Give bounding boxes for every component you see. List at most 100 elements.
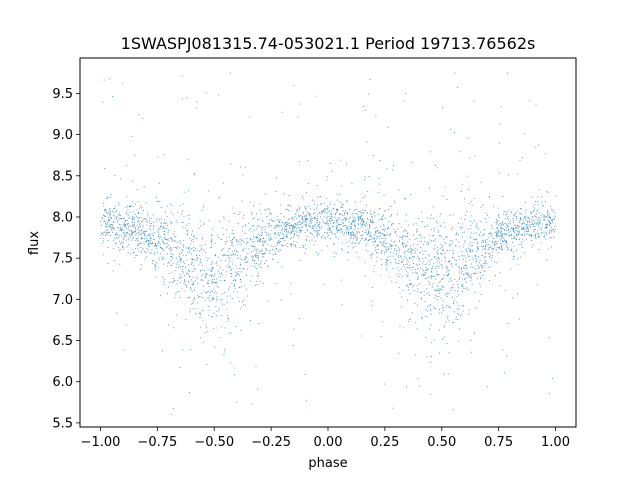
data-point bbox=[476, 241, 478, 243]
data-point bbox=[372, 221, 374, 223]
data-point bbox=[182, 246, 184, 248]
y-tick-label: 7.0 bbox=[52, 293, 73, 308]
data-point bbox=[515, 216, 517, 218]
data-point bbox=[153, 253, 155, 255]
data-point bbox=[323, 231, 326, 234]
data-point bbox=[550, 206, 552, 208]
data-point bbox=[238, 213, 240, 215]
data-point bbox=[216, 265, 218, 267]
data-point bbox=[391, 205, 393, 208]
data-point bbox=[467, 255, 469, 257]
data-point bbox=[111, 227, 113, 229]
data-point bbox=[265, 193, 267, 195]
data-point bbox=[290, 244, 292, 246]
data-point bbox=[354, 234, 356, 236]
data-point bbox=[320, 195, 322, 197]
data-point bbox=[399, 325, 401, 327]
data-point bbox=[155, 244, 157, 246]
data-point bbox=[255, 237, 257, 239]
data-point bbox=[306, 211, 308, 213]
data-point bbox=[179, 276, 181, 278]
data-point bbox=[475, 239, 477, 241]
data-point bbox=[270, 249, 272, 251]
data-point bbox=[445, 243, 447, 245]
data-point bbox=[288, 230, 290, 232]
data-point bbox=[474, 291, 476, 294]
data-point bbox=[240, 286, 242, 288]
data-point bbox=[171, 255, 173, 257]
data-point bbox=[315, 95, 317, 97]
data-point bbox=[498, 230, 500, 232]
data-point bbox=[231, 273, 233, 275]
data-point bbox=[335, 228, 338, 230]
data-point bbox=[213, 297, 215, 300]
data-point bbox=[205, 275, 207, 277]
data-point bbox=[420, 267, 422, 269]
data-point bbox=[232, 253, 235, 255]
data-point bbox=[223, 354, 225, 356]
data-point bbox=[257, 283, 259, 286]
data-point bbox=[545, 223, 547, 225]
data-point bbox=[116, 233, 118, 235]
data-point bbox=[133, 231, 135, 233]
data-point bbox=[371, 221, 373, 224]
data-point bbox=[104, 167, 106, 170]
data-point bbox=[134, 234, 136, 236]
data-point bbox=[261, 252, 263, 254]
data-point bbox=[452, 252, 455, 254]
data-point bbox=[520, 244, 523, 246]
data-point bbox=[354, 227, 356, 229]
data-point bbox=[123, 222, 125, 224]
data-point bbox=[191, 279, 193, 281]
data-point bbox=[240, 306, 243, 308]
data-point bbox=[470, 339, 472, 342]
data-point bbox=[385, 247, 387, 249]
data-point bbox=[512, 227, 515, 229]
data-point bbox=[107, 217, 109, 219]
data-point bbox=[339, 224, 341, 226]
data-point bbox=[523, 234, 526, 237]
data-point bbox=[168, 248, 170, 250]
data-point bbox=[367, 230, 369, 232]
data-point bbox=[534, 207, 536, 209]
x-tick-label: 0.00 bbox=[314, 435, 343, 450]
data-point bbox=[385, 259, 387, 261]
data-point bbox=[294, 216, 296, 218]
data-point bbox=[396, 267, 398, 269]
data-point bbox=[353, 235, 355, 237]
data-point bbox=[119, 263, 121, 265]
data-point bbox=[465, 257, 467, 259]
data-point bbox=[200, 296, 202, 298]
data-point bbox=[352, 218, 354, 220]
data-point bbox=[270, 229, 272, 231]
data-point bbox=[316, 234, 318, 236]
data-point bbox=[239, 238, 241, 240]
data-point bbox=[452, 253, 454, 255]
data-point bbox=[233, 286, 235, 288]
data-point bbox=[293, 225, 295, 227]
data-point bbox=[308, 220, 310, 222]
data-point bbox=[160, 225, 163, 227]
data-point bbox=[289, 225, 291, 227]
data-point bbox=[498, 217, 500, 219]
data-point bbox=[469, 250, 471, 253]
data-point bbox=[414, 271, 416, 273]
data-point bbox=[210, 234, 212, 236]
data-point bbox=[176, 263, 178, 265]
data-point bbox=[179, 274, 181, 276]
data-point bbox=[326, 223, 328, 225]
data-point bbox=[503, 372, 505, 374]
data-point bbox=[447, 315, 449, 317]
data-point bbox=[338, 223, 340, 225]
data-point bbox=[166, 215, 168, 218]
data-point bbox=[439, 262, 441, 264]
data-point bbox=[361, 214, 363, 216]
data-point bbox=[439, 292, 441, 295]
data-point bbox=[463, 305, 465, 307]
data-point bbox=[534, 215, 537, 218]
data-point bbox=[234, 264, 236, 267]
data-point bbox=[354, 224, 356, 226]
data-point bbox=[443, 326, 445, 328]
data-point bbox=[474, 272, 476, 274]
data-point bbox=[232, 207, 234, 209]
